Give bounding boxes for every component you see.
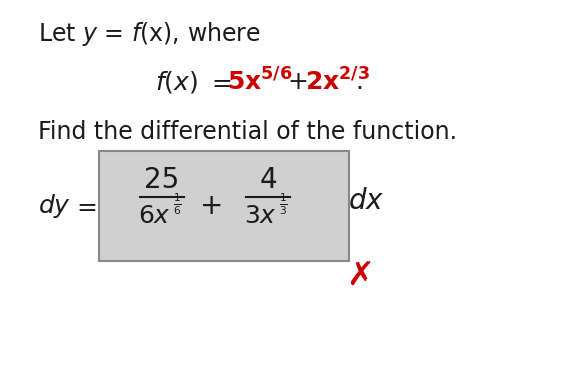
Text: Find the differential of the function.: Find the differential of the function.: [38, 120, 457, 144]
Text: 4: 4: [259, 166, 277, 194]
Text: $3x$: $3x$: [244, 204, 277, 228]
Text: $\mathbf{5x}^{\mathbf{5/6}}$: $\mathbf{5x}^{\mathbf{5/6}}$: [227, 68, 293, 96]
Text: $\mathbf{2x}^{\mathbf{2/3}}$: $\mathbf{2x}^{\mathbf{2/3}}$: [305, 68, 370, 96]
Text: Let $y$ = $f$(x), where: Let $y$ = $f$(x), where: [38, 20, 261, 48]
Text: $+$: $+$: [199, 192, 221, 220]
Text: $6x$: $6x$: [137, 204, 171, 228]
Text: $dy$: $dy$: [38, 192, 71, 220]
Text: $dx$: $dx$: [348, 187, 385, 215]
Text: $\frac{1}{3}$: $\frac{1}{3}$: [278, 191, 288, 217]
Text: 25: 25: [144, 166, 180, 194]
Text: $=$: $=$: [72, 194, 97, 218]
Text: ✗: ✗: [346, 259, 374, 291]
FancyBboxPatch shape: [99, 151, 349, 261]
Text: $f(x)$: $f(x)$: [155, 69, 198, 95]
Text: $+$: $+$: [287, 70, 307, 94]
Text: $\frac{1}{6}$: $\frac{1}{6}$: [173, 191, 182, 217]
Text: $.$: $.$: [355, 70, 362, 94]
Text: $=$: $=$: [207, 70, 232, 94]
